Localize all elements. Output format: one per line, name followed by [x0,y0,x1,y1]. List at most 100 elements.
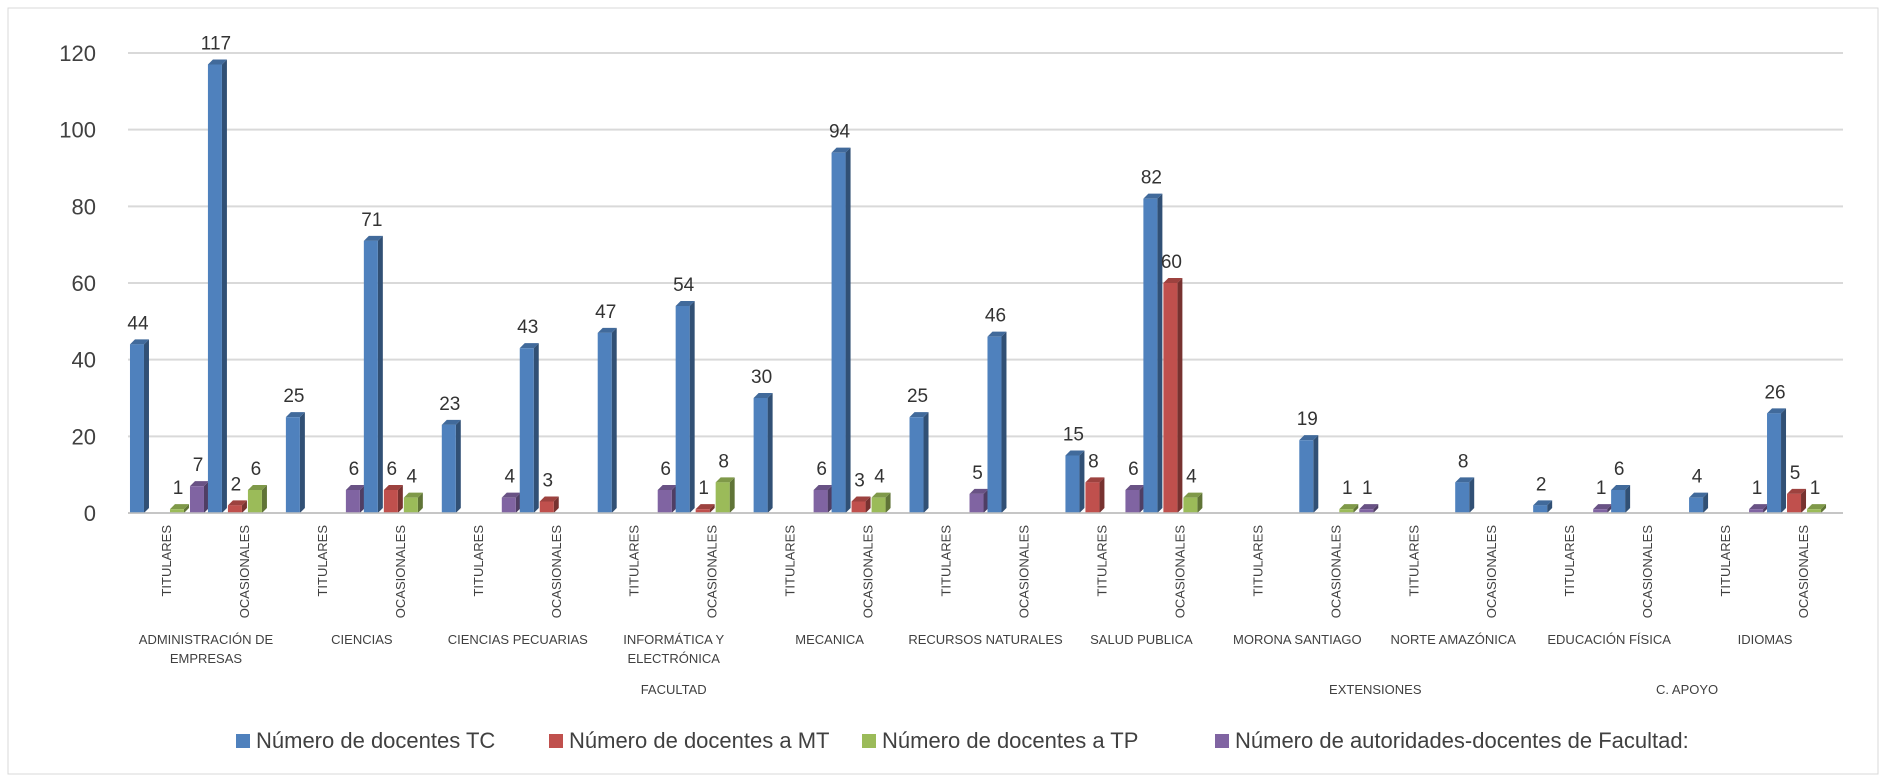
bar [831,152,846,513]
data-label: 2 [1536,474,1547,495]
bar-top [1749,504,1769,510]
x-subcategory-label: OCASIONALES [1796,525,1811,619]
bar-top [1611,485,1631,490]
data-label: 6 [251,459,262,480]
x-category-label: MORONA SANTIAGO [1233,632,1362,647]
bars [129,59,1827,514]
x-group-label: FACULTAD [641,682,707,697]
bar-top [501,492,521,498]
bar-top [519,343,539,349]
bar [675,306,690,513]
data-label: 60 [1161,252,1182,273]
bar [1339,509,1354,513]
chart-frame [7,7,1879,775]
bar-side [767,393,773,513]
y-tick-label: 80 [72,194,96,219]
bar-top [227,500,247,506]
bar [539,501,554,513]
data-label: 8 [718,451,729,472]
x-subcategory-label: OCASIONALES [1640,525,1655,619]
data-label: 6 [1614,459,1625,480]
data-label: 3 [542,471,553,492]
data-label: 1 [1752,478,1763,499]
bar-side [359,485,365,513]
data-label: 6 [660,459,671,480]
x-subcategory-label: TITULARES [939,525,954,597]
bar-top [207,59,227,65]
bar [1299,440,1314,513]
bar [1125,490,1140,513]
legend-label: Número de docentes TC [256,728,495,753]
bar-top [1593,504,1613,510]
bar-top [363,235,383,241]
bar [169,509,184,513]
x-subcategory-label: TITULARES [1250,525,1265,597]
bar [597,332,612,513]
x-subcategory-label: OCASIONALES [1484,525,1499,619]
bar [1749,509,1764,513]
bar-top [189,481,209,487]
x-subcategory-label: OCASIONALES [549,525,564,619]
bar [247,490,262,513]
data-label: 30 [751,367,772,388]
bar-side [553,496,559,513]
data-label: 7 [193,455,204,476]
bar-side [397,485,403,513]
bar [129,344,144,513]
data-label: 4 [1692,467,1703,488]
legend-label: Número de docentes a MT [569,728,829,753]
bar [1689,497,1704,513]
bar-top [987,331,1007,337]
bar-side [689,301,695,513]
x-subcategory-label: OCASIONALES [393,525,408,619]
data-label: 1 [1362,478,1373,499]
data-label: 71 [361,210,382,231]
bar-side [299,412,305,513]
bar [1455,482,1470,513]
bar-top [1689,492,1709,498]
bar-side [1353,504,1359,513]
bar-top [129,339,149,345]
data-label: 1 [1342,478,1353,499]
bar [851,501,866,513]
bar [501,497,516,513]
data-label: 1 [698,478,709,499]
bar [657,490,672,513]
bar-top [1807,504,1827,510]
legend: Número de docentes TC Número de docentes … [236,728,1689,753]
bar [871,497,886,513]
bar-side [1821,504,1827,513]
bar-side [1313,435,1319,513]
data-label: 82 [1141,168,1162,189]
data-label: 1 [1810,478,1821,499]
y-tick-label: 100 [59,118,96,143]
data-label: 5 [1790,463,1801,484]
bar-top [1065,450,1085,456]
bar-top [1163,278,1183,283]
x-subcategory-label: TITULARES [783,525,798,597]
bar-top [1299,435,1319,441]
bar [1533,505,1548,513]
data-label: 23 [439,394,460,415]
bar-top [597,327,617,333]
data-label: 4 [407,467,418,488]
data-label: 15 [1063,425,1084,446]
data-label: 54 [673,275,695,296]
bar-top [383,485,403,490]
bar-side [1373,504,1379,513]
x-category-label: MECANICA [795,632,864,647]
data-label: 4 [505,467,516,488]
bar-side [377,235,383,514]
bar-top [871,492,891,498]
bar-side [845,147,851,513]
data-label: 8 [1088,451,1099,472]
data-label: 44 [127,313,149,334]
bar-side [1157,193,1163,513]
data-label: 19 [1297,409,1318,430]
bar-side [261,485,267,513]
bar [1065,455,1080,513]
x-subcategory-label: OCASIONALES [1016,525,1031,619]
bar-top [1143,193,1163,199]
bar-side [1197,492,1203,513]
bar [345,490,360,513]
